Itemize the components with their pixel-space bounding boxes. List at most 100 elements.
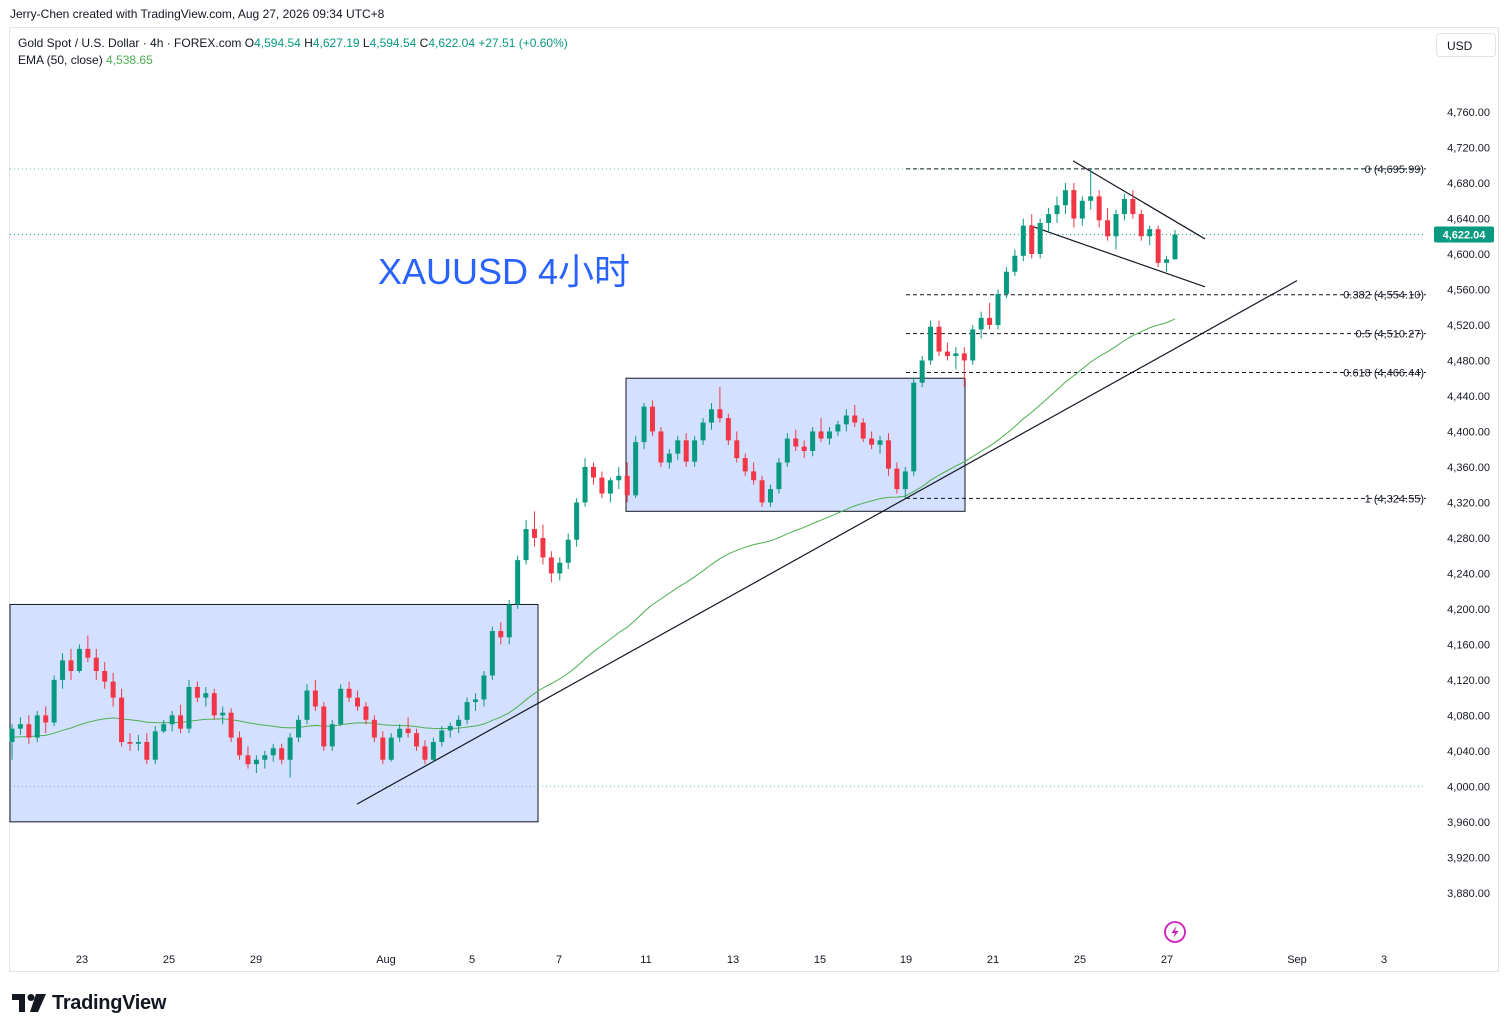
candle[interactable] xyxy=(944,342,950,361)
candle[interactable] xyxy=(397,724,403,742)
candle[interactable] xyxy=(666,449,672,469)
candle[interactable] xyxy=(135,734,141,751)
candle[interactable] xyxy=(68,648,74,680)
candle[interactable] xyxy=(869,431,875,450)
candle[interactable] xyxy=(498,622,504,645)
candle[interactable] xyxy=(60,653,66,689)
candle[interactable] xyxy=(624,462,630,503)
candle[interactable] xyxy=(928,320,934,365)
candle[interactable] xyxy=(978,311,984,339)
candle[interactable] xyxy=(995,289,1001,330)
candle[interactable] xyxy=(93,648,99,680)
candle[interactable] xyxy=(321,702,327,751)
candle[interactable] xyxy=(548,551,554,583)
candle[interactable] xyxy=(565,533,571,569)
candle[interactable] xyxy=(1096,190,1102,228)
trendline[interactable] xyxy=(1072,160,1206,240)
candle[interactable] xyxy=(1155,225,1161,268)
candle[interactable] xyxy=(464,697,470,725)
candle[interactable] xyxy=(51,675,57,727)
candle[interactable] xyxy=(818,418,824,443)
candle[interactable] xyxy=(616,466,622,490)
candle[interactable] xyxy=(296,715,302,742)
candle[interactable] xyxy=(161,719,167,734)
candle[interactable] xyxy=(1130,190,1136,219)
trendline[interactable] xyxy=(1029,225,1206,288)
candle[interactable] xyxy=(34,710,40,742)
candle[interactable] xyxy=(734,431,740,463)
candle[interactable] xyxy=(852,404,858,428)
candle[interactable] xyxy=(894,462,900,494)
candle[interactable] xyxy=(607,477,613,503)
candle[interactable] xyxy=(439,726,445,747)
candle[interactable] xyxy=(253,755,259,774)
candle[interactable] xyxy=(683,433,689,467)
candle[interactable] xyxy=(1079,196,1085,226)
candle[interactable] xyxy=(152,726,158,765)
candle[interactable] xyxy=(902,466,908,498)
candle[interactable] xyxy=(523,520,529,565)
candle[interactable] xyxy=(17,717,23,735)
candle[interactable] xyxy=(675,435,681,460)
candle[interactable] xyxy=(767,484,773,507)
candle[interactable] xyxy=(186,679,192,734)
candle[interactable] xyxy=(1113,209,1119,250)
candle[interactable] xyxy=(85,635,91,663)
candle[interactable] xyxy=(9,724,15,760)
candle[interactable] xyxy=(658,427,664,467)
candle[interactable] xyxy=(211,688,217,720)
candle[interactable] xyxy=(725,413,731,445)
candle[interactable] xyxy=(717,387,723,423)
candle[interactable] xyxy=(801,440,807,459)
candle[interactable] xyxy=(885,433,891,476)
candle[interactable] xyxy=(826,427,832,445)
candle[interactable] xyxy=(119,688,125,747)
candle[interactable] xyxy=(692,435,698,467)
candle[interactable] xyxy=(169,710,175,732)
candle[interactable] xyxy=(582,458,588,507)
candle[interactable] xyxy=(1003,267,1009,299)
candle[interactable] xyxy=(759,475,765,507)
candle[interactable] xyxy=(1012,249,1018,277)
candle[interactable] xyxy=(776,458,782,494)
candle[interactable] xyxy=(304,684,310,725)
candle[interactable] xyxy=(793,429,799,451)
candle[interactable] xyxy=(26,715,32,744)
candle[interactable] xyxy=(414,728,420,751)
candle[interactable] xyxy=(860,418,866,443)
lightning-icon[interactable] xyxy=(1164,921,1186,943)
candle[interactable] xyxy=(355,690,361,711)
legend-ema-label[interactable]: EMA (50, close) xyxy=(18,53,103,67)
candle[interactable] xyxy=(456,715,462,734)
candle[interactable] xyxy=(262,750,268,769)
candle[interactable] xyxy=(1088,168,1094,210)
candle[interactable] xyxy=(405,717,411,738)
candle[interactable] xyxy=(810,427,816,457)
candle[interactable] xyxy=(270,743,276,762)
candle[interactable] xyxy=(961,347,967,388)
candle[interactable] xyxy=(708,403,714,430)
candle[interactable] xyxy=(489,626,495,680)
candle[interactable] xyxy=(228,708,234,742)
candle[interactable] xyxy=(970,324,976,365)
candle[interactable] xyxy=(1020,218,1026,262)
tradingview-logo[interactable]: TradingView xyxy=(12,990,166,1016)
consolidation-box[interactable] xyxy=(9,603,539,823)
candle[interactable] xyxy=(919,356,925,388)
candle[interactable] xyxy=(1147,225,1153,246)
candle[interactable] xyxy=(1121,193,1127,221)
candle[interactable] xyxy=(220,706,226,725)
candle[interactable] xyxy=(599,471,605,498)
candle[interactable] xyxy=(144,733,150,765)
candle[interactable] xyxy=(1164,255,1170,272)
candle[interactable] xyxy=(1138,209,1144,241)
candle[interactable] xyxy=(312,679,318,711)
candle[interactable] xyxy=(338,684,344,727)
candle[interactable] xyxy=(237,731,243,760)
candle[interactable] xyxy=(430,737,436,762)
candle[interactable] xyxy=(506,600,512,645)
legend-symbol[interactable]: Gold Spot / U.S. Dollar · 4h · FOREX.com xyxy=(18,36,242,50)
candle[interactable] xyxy=(102,662,108,689)
candle[interactable] xyxy=(574,498,580,547)
